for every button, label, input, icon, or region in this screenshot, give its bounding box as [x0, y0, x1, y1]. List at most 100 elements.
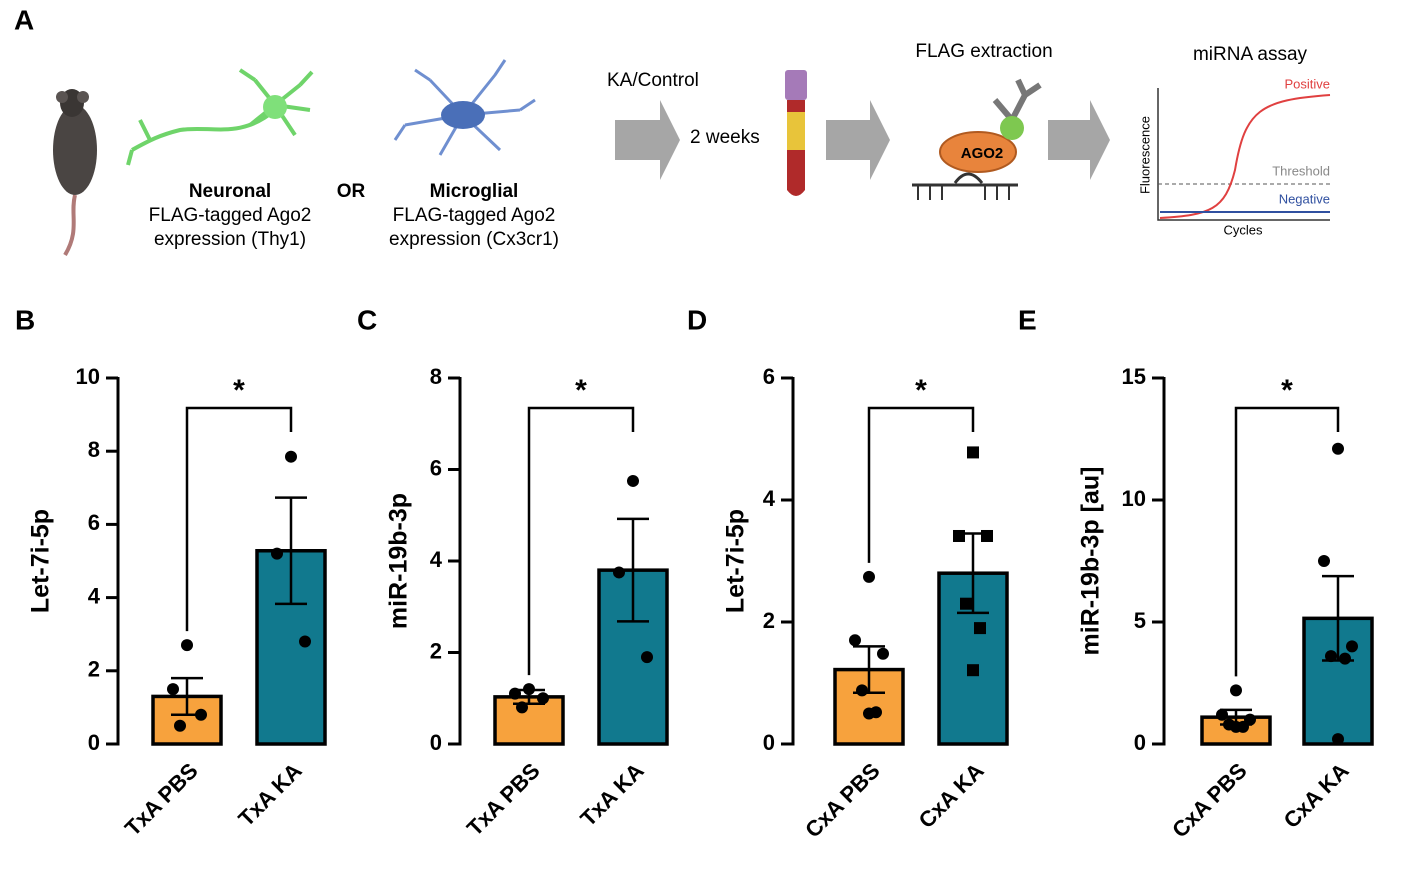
tube-icon [785, 70, 807, 196]
y-tick-label: 8 [88, 437, 100, 462]
duration-label: 2 weeks [690, 127, 760, 148]
data-point [1339, 652, 1351, 665]
panel-label: E [1018, 304, 1037, 335]
microglia-icon [393, 59, 536, 156]
data-point [537, 692, 549, 705]
y-tick-label: 6 [88, 510, 100, 535]
x-tick-label: CxA KA [914, 758, 989, 833]
assay-title: miRNA assay [1193, 44, 1308, 65]
data-point [285, 450, 297, 463]
panel-label: A [14, 4, 34, 35]
panel-label: D [687, 304, 707, 335]
treatment-label: KA/Control [607, 70, 699, 91]
or-label: OR [337, 181, 366, 202]
y-axis-label: miR-19b-3p [au] [1077, 467, 1105, 656]
significance-bracket [867, 406, 975, 563]
y-tick-label: 10 [76, 364, 100, 389]
fluorescence-label: Fluorescence [1137, 116, 1152, 194]
y-tick-label: 0 [763, 730, 775, 755]
arrow [615, 100, 680, 180]
data-point [1216, 708, 1228, 721]
microglial-line: expression (Cx3cr1) [389, 229, 559, 250]
neuronal-title: Neuronal [189, 181, 271, 202]
data-point [523, 683, 535, 696]
data-point [613, 566, 625, 579]
y-tick-label: 2 [763, 608, 775, 633]
arrow [1048, 100, 1110, 180]
data-point [167, 683, 179, 696]
x-tick-label: CxA PBS [800, 758, 885, 843]
data-point [967, 446, 979, 459]
data-point [174, 719, 186, 732]
data-point [195, 708, 207, 721]
y-tick-label: 4 [763, 486, 776, 511]
error-bar [617, 517, 649, 623]
error-bar [275, 496, 307, 606]
threshold-label: Threshold [1272, 163, 1330, 178]
x-tick-label: TxA KA [233, 758, 306, 831]
panel-a: A Neuronal FLAG-tagged Ago2 expression (… [14, 4, 1331, 257]
significance-label: * [915, 374, 927, 407]
x-tick-label: TxA PBS [462, 758, 545, 841]
data-point [1346, 640, 1358, 653]
data-point [271, 547, 283, 560]
data-point [981, 529, 993, 542]
significance-label: * [575, 374, 587, 407]
arrow [826, 100, 890, 180]
positive-label: Positive [1284, 76, 1330, 91]
data-point [516, 701, 528, 714]
ago2-icon [912, 78, 1042, 200]
data-point [509, 687, 521, 700]
data-point [1318, 555, 1330, 567]
y-tick-label: 6 [430, 455, 442, 480]
data-point [863, 707, 875, 720]
bar [1302, 616, 1374, 746]
data-point [877, 647, 889, 660]
extraction-label: FLAG extraction [915, 41, 1052, 62]
data-point [1230, 720, 1242, 733]
panel-label: B [15, 304, 35, 335]
mouse-icon [53, 89, 97, 257]
significance-bracket [185, 406, 293, 632]
y-tick-label: 6 [763, 364, 775, 389]
data-point [960, 597, 972, 610]
panel-label: C [357, 304, 377, 335]
y-tick-label: 8 [430, 364, 442, 389]
data-point [1325, 650, 1337, 663]
x-tick-label: TxA PBS [120, 758, 203, 841]
y-tick-label: 0 [88, 730, 100, 755]
neuronal-line: expression (Thy1) [154, 229, 306, 250]
significance-label: * [1281, 374, 1293, 407]
y-tick-label: 15 [1122, 364, 1146, 389]
y-tick-label: 0 [1134, 730, 1146, 755]
data-point [299, 635, 311, 648]
neuronal-line: FLAG-tagged Ago2 [149, 205, 312, 226]
y-axis-label: Let-7i-5p [722, 509, 750, 613]
y-tick-label: 10 [1122, 486, 1146, 511]
significance-label: * [233, 374, 245, 407]
y-tick-label: 4 [88, 583, 101, 608]
significance-bracket [527, 406, 635, 676]
x-tick-label: TxA KA [575, 758, 648, 831]
microglial-line: FLAG-tagged Ago2 [393, 205, 556, 226]
neuron-icon [126, 68, 314, 166]
data-point [641, 651, 653, 664]
qpcr-plot [1157, 88, 1331, 221]
x-tick-label: CxA PBS [1167, 758, 1252, 843]
data-point [181, 639, 193, 652]
y-tick-label: 2 [88, 657, 100, 682]
data-point [1332, 442, 1344, 455]
y-tick-label: 2 [430, 638, 442, 663]
data-point [849, 634, 861, 647]
significance-bracket [1234, 406, 1340, 677]
data-point [1332, 733, 1344, 746]
y-axis-label: Let-7i-5p [27, 509, 55, 613]
negative-label: Negative [1279, 191, 1330, 206]
y-tick-label: 5 [1134, 608, 1146, 633]
data-point [967, 664, 979, 677]
y-tick-label: 4 [430, 547, 443, 572]
microglial-title: Microglial [430, 181, 519, 202]
data-point [974, 622, 986, 635]
x-tick-label: CxA KA [1279, 758, 1354, 833]
